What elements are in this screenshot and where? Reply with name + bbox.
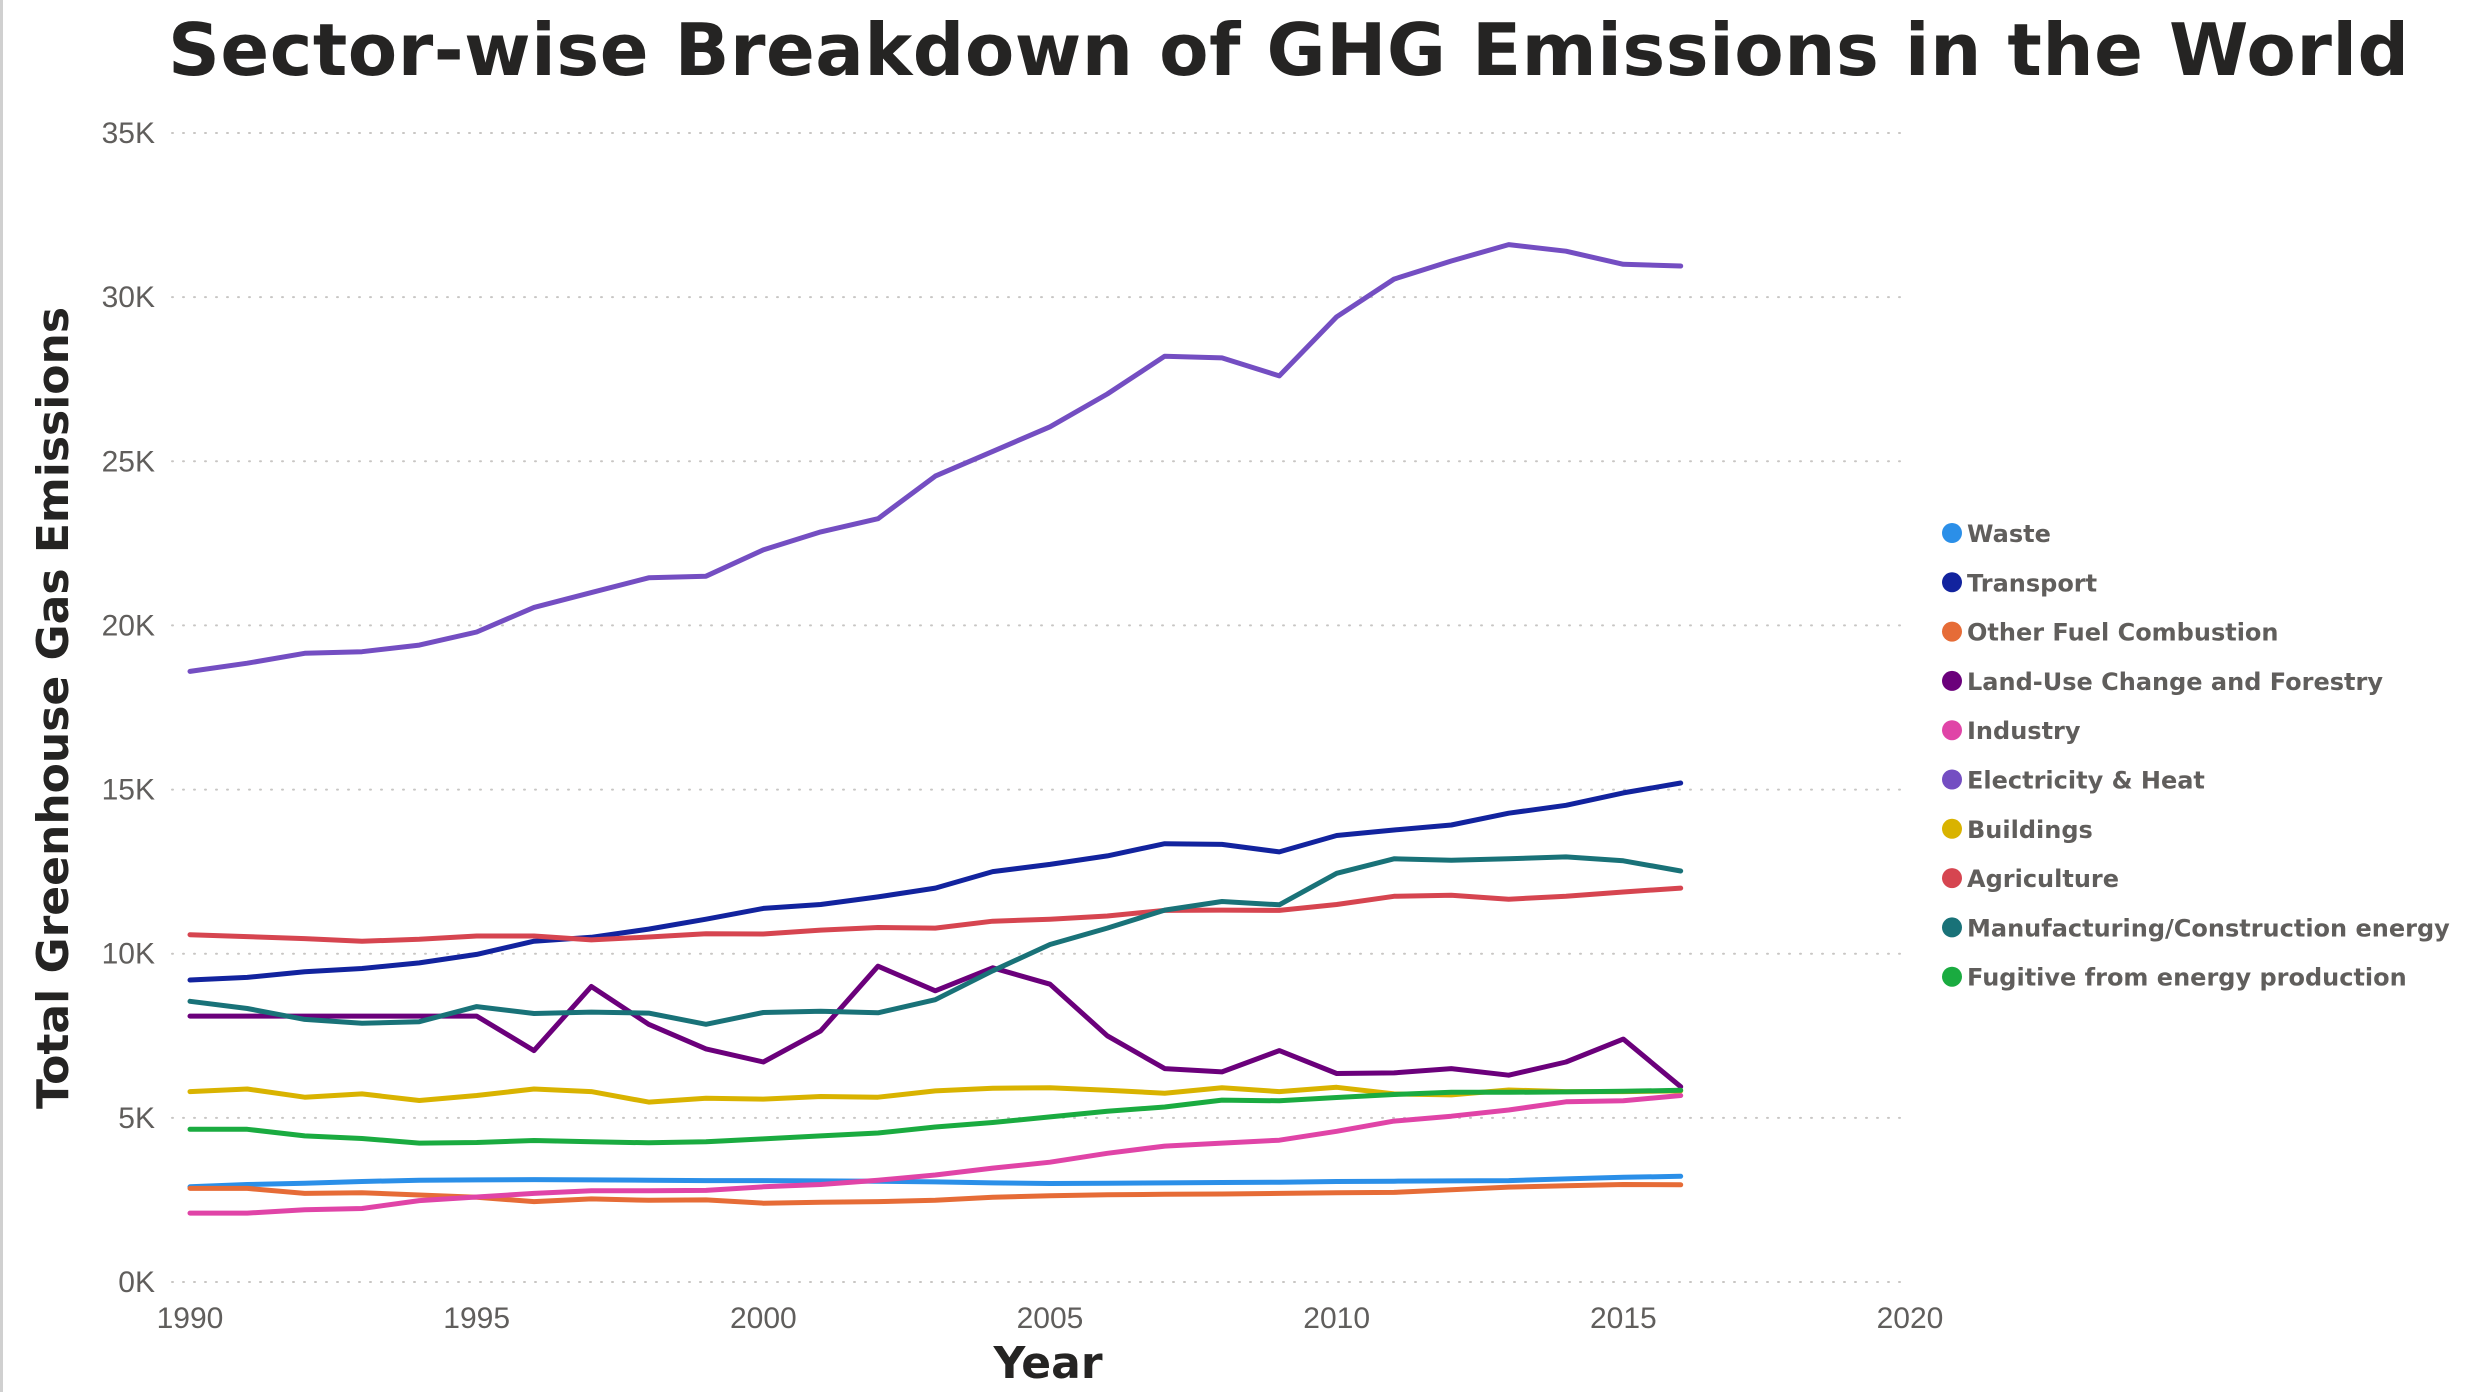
y-tick-label: 25K xyxy=(102,445,155,478)
legend-label: Transport xyxy=(1967,569,2097,597)
legend-label: Industry xyxy=(1967,717,2081,745)
chart-title: Sector-wise Breakdown of GHG Emissions i… xyxy=(168,8,2410,92)
legend-label: Other Fuel Combustion xyxy=(1967,619,2279,647)
legend-item[interactable]: Transport xyxy=(1942,569,2097,597)
y-tick-label: 10K xyxy=(102,938,155,971)
legend-marker xyxy=(1942,769,1962,790)
left-border xyxy=(0,0,3,1392)
legend-marker xyxy=(1942,523,1962,543)
x-tick-label: 2010 xyxy=(1303,1302,1370,1335)
legend-item[interactable]: Other Fuel Combustion xyxy=(1942,619,2279,647)
series-line-4[interactable] xyxy=(187,963,1684,1090)
series-lines xyxy=(187,242,1684,1216)
legend-item[interactable]: Waste xyxy=(1942,520,2051,548)
y-tick-label: 5K xyxy=(118,1102,155,1135)
x-tick-label: 2015 xyxy=(1590,1302,1657,1335)
x-tick-label: 1995 xyxy=(443,1302,510,1335)
y-tick-label: 35K xyxy=(102,117,155,150)
legend-marker xyxy=(1942,720,1962,741)
legend-label: Manufacturing/Construction energy xyxy=(1967,914,2450,942)
legend-item[interactable]: Fugitive from energy production xyxy=(1942,964,2407,992)
legend-marker xyxy=(1942,572,1962,593)
legend-item[interactable]: Buildings xyxy=(1942,816,2093,844)
x-axis-label: Year xyxy=(992,1338,1102,1389)
legend-marker xyxy=(1942,670,1962,691)
series-line-10[interactable] xyxy=(187,1087,1684,1146)
legend-marker xyxy=(1942,966,1962,987)
x-tick-label: 1990 xyxy=(157,1302,224,1335)
series-line-9[interactable] xyxy=(187,854,1684,1027)
series-line-5[interactable] xyxy=(187,1093,1684,1216)
legend-item[interactable]: Electricity & Heat xyxy=(1942,767,2205,795)
y-tick-label: 20K xyxy=(102,609,155,642)
gridlines xyxy=(171,132,1911,1283)
x-tick-label: 2020 xyxy=(1877,1302,1944,1335)
series-line-3[interactable] xyxy=(187,1182,1684,1206)
legend-marker xyxy=(1942,868,1962,889)
legend-label: Waste xyxy=(1967,520,2051,548)
y-tick-label: 30K xyxy=(102,281,155,314)
series-line-8[interactable] xyxy=(187,885,1684,944)
legend-item[interactable]: Land-Use Change and Forestry xyxy=(1942,668,2383,696)
legend-marker xyxy=(1942,818,1962,839)
y-tick-label: 0K xyxy=(118,1266,155,1299)
legend[interactable]: Waste Transport Other Fuel Combustion Land-… xyxy=(1942,520,2450,992)
series-line-1[interactable] xyxy=(187,1173,1684,1190)
x-tick-label: 2005 xyxy=(1017,1302,1084,1335)
y-axis-ticks: 0K 5K 10K 15K 20K 25K 30K 35K xyxy=(102,117,155,1299)
x-tick-label: 2000 xyxy=(730,1302,797,1335)
legend-item[interactable]: Agriculture xyxy=(1942,865,2119,893)
legend-label: Electricity & Heat xyxy=(1967,767,2205,795)
legend-label: Agriculture xyxy=(1967,865,2119,893)
series-line-6[interactable] xyxy=(187,242,1684,674)
legend-marker xyxy=(1942,621,1962,642)
y-axis-label: Total Greenhouse Gas Emissions xyxy=(28,307,79,1109)
legend-label: Land-Use Change and Forestry xyxy=(1967,668,2383,696)
legend-label: Buildings xyxy=(1967,816,2093,844)
legend-marker xyxy=(1942,917,1962,938)
x-axis-ticks: 1990 1995 2000 2005 2010 2015 2020 xyxy=(157,1302,1944,1335)
series-line-2[interactable] xyxy=(187,780,1684,983)
legend-label: Fugitive from energy production xyxy=(1967,964,2407,992)
legend-item[interactable]: Industry xyxy=(1942,717,2081,745)
y-tick-label: 15K xyxy=(102,774,155,807)
legend-item[interactable]: Manufacturing/Construction energy xyxy=(1942,914,2450,942)
